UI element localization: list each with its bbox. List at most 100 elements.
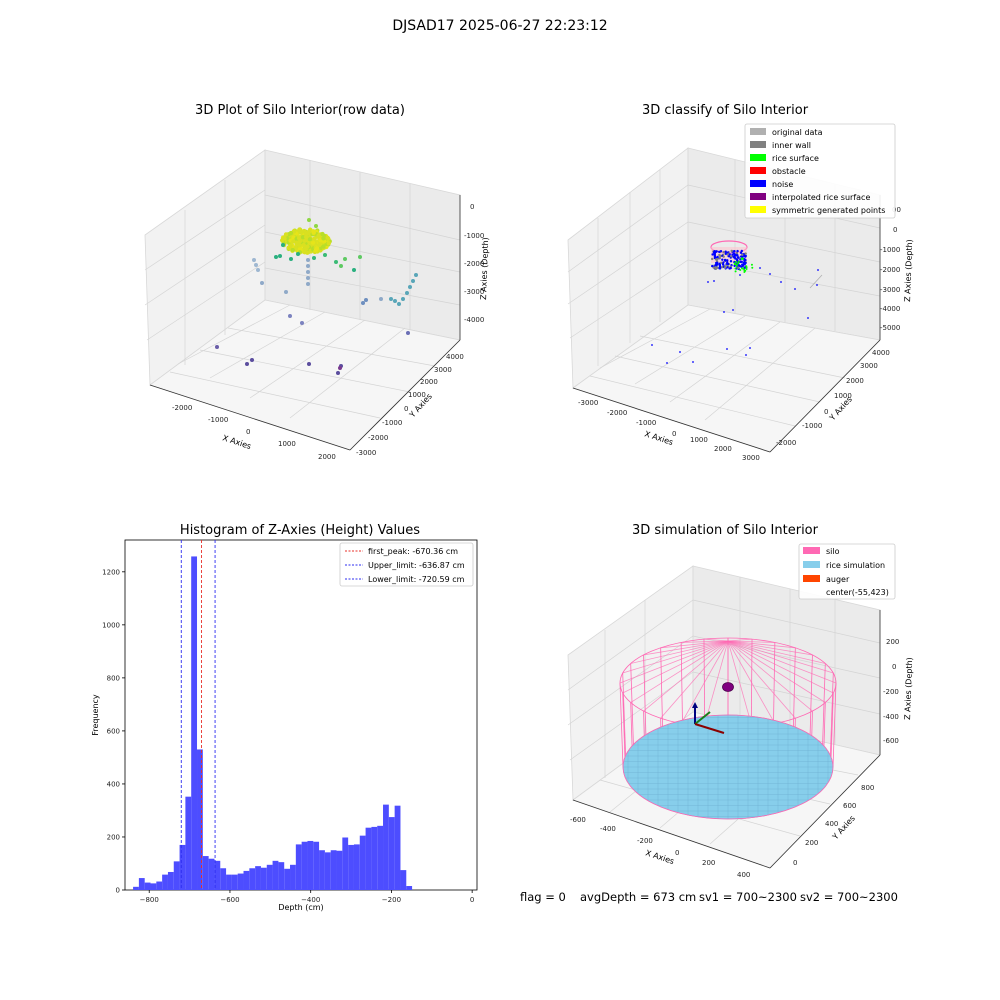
legend-label-auger: auger [826, 575, 850, 584]
plot1-point [300, 234, 306, 240]
sv2-text: sv2 = 700~2300 [800, 890, 898, 904]
plot2-point [736, 254, 739, 257]
plot2-scatter-points [651, 240, 823, 364]
plot1-point [256, 268, 260, 272]
histogram-bar [185, 796, 192, 890]
plot4-xtick: 400 [737, 871, 750, 879]
histogram-bar [278, 862, 285, 890]
histogram-ytick-label: 1000 [102, 621, 120, 629]
silo-roof-line [619, 640, 729, 684]
plot2-point [679, 351, 681, 353]
plot1-xtick: 2000 [318, 453, 336, 461]
plot4-ztick: 0 [892, 663, 896, 671]
histogram-ticks: −800 −600 −400 −200 0 0 200 400 600 800 1000 1200 [102, 568, 474, 904]
plot2-point [721, 258, 724, 261]
plot1-point [300, 321, 304, 325]
plot4-ztick: -600 [883, 737, 899, 745]
plot2-point [739, 269, 742, 272]
plot2-point [741, 267, 744, 270]
auger-marker [722, 682, 734, 692]
plot1-point [306, 258, 310, 262]
plot2-point [712, 251, 716, 254]
plot2-point [726, 251, 729, 254]
plot1-ytick: -3000 [356, 449, 376, 457]
plot1-point [397, 302, 401, 306]
histogram-bar [243, 870, 250, 890]
plot1-point [379, 297, 383, 301]
plot2-ztick: -1000 [880, 246, 900, 254]
plot1-point [250, 358, 254, 362]
plot4-xtick: -600 [570, 816, 586, 824]
histogram-frame [124, 539, 478, 891]
plot4-ytick: 800 [861, 784, 874, 792]
histogram-bar [260, 867, 267, 890]
silo-roof-line [727, 640, 775, 643]
plot4-xtick: -400 [600, 825, 616, 833]
plot1-point [288, 230, 294, 236]
plot4-ytick: 0 [793, 859, 797, 867]
plot2-ytick: -1000 [802, 422, 822, 430]
legend-label-rice-simulation: rice simulation [826, 561, 885, 570]
plot1-point [289, 257, 293, 261]
plot2-point [718, 253, 721, 257]
legend-swatch-rice-surface [750, 154, 766, 161]
histogram-bar [371, 826, 378, 890]
histogram-xtick-label: −600 [220, 896, 239, 904]
legend-label-center: center(-55,423) [826, 588, 889, 597]
histogram-bar [249, 868, 256, 890]
plot1-point [307, 218, 311, 222]
plot4-legend: silo rice simulation auger center(-55,42… [798, 543, 896, 600]
plot1-xtick: -2000 [172, 404, 192, 412]
plot4-xtick: 200 [702, 859, 715, 867]
plot1-point [312, 256, 316, 260]
silo-roof-line [681, 640, 729, 643]
center-x-arrow [694, 723, 725, 734]
plot1-xtick: 0 [246, 428, 250, 436]
legend-label-original-data: original data [772, 128, 823, 137]
plot2-point [730, 255, 733, 258]
plot1-point [303, 231, 309, 237]
silo-wall-line [750, 639, 753, 717]
plot1-point [290, 247, 295, 253]
silo-wall-line [822, 663, 826, 745]
plot1-point [358, 255, 362, 259]
silo-wall-line [680, 642, 683, 721]
legend-label-lower-limit: Lower_limit: -720.59 cm [368, 575, 465, 584]
legend-swatch-symmetric [750, 206, 766, 213]
silo-wall-line [703, 639, 706, 717]
plot2-point [744, 252, 747, 255]
plot1-ytick: 3000 [434, 366, 452, 374]
plot1-point [361, 301, 365, 305]
plot2-point [741, 253, 744, 256]
plot2-point [726, 262, 730, 266]
histogram-ytick-label: 800 [107, 674, 120, 682]
legend-label-silo: silo [826, 547, 840, 556]
plot2-xtick: -2000 [607, 409, 627, 417]
plot2-point [726, 259, 729, 262]
plot2-point [741, 264, 745, 268]
legend-swatch-interpolated [750, 193, 766, 200]
histogram-bar [383, 804, 389, 890]
histogram-bar [359, 835, 366, 890]
plot2-point [722, 250, 725, 254]
plot1-point [306, 264, 310, 268]
plot1-point [296, 235, 302, 241]
silo-roof-line [727, 640, 796, 719]
plot1-point [306, 282, 310, 286]
plot2-point [740, 257, 743, 260]
plot1-point [314, 224, 318, 228]
plot2-point [735, 260, 738, 263]
plot1-point [307, 362, 311, 366]
plot4-zlabel: Z Axies (Depth) [903, 657, 914, 720]
histogram-xtick-label: −400 [301, 896, 320, 904]
plot1-point [414, 273, 418, 277]
plot2-point [651, 344, 653, 346]
plot1-ytick: 2000 [420, 378, 438, 386]
plot2-xlabel: X Axies [643, 429, 674, 447]
histogram-ytick-label: 600 [107, 727, 120, 735]
histogram-bar [290, 864, 296, 890]
histogram-bar [237, 873, 244, 890]
plot1-point [393, 299, 397, 303]
plot2-ytick: 2000 [846, 377, 864, 385]
plot1-point [401, 297, 405, 301]
